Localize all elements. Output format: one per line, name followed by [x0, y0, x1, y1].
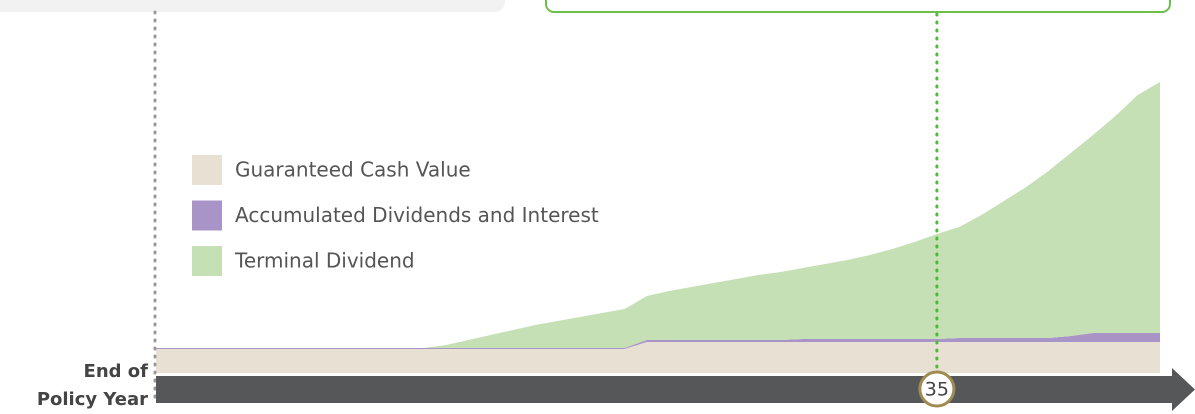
area: [156, 82, 1160, 348]
areas: [156, 82, 1160, 373]
axis-arrow: [1172, 368, 1195, 411]
axis-bar: [156, 376, 1175, 403]
legend-swatch: [192, 200, 222, 231]
legend-swatch: [192, 246, 222, 276]
x-axis-label: End of Policy Year: [37, 361, 148, 410]
legend-swatch: [192, 155, 222, 185]
legend: Guaranteed Cash Value Accumulated Dividen…: [192, 155, 599, 276]
legend-label: Guaranteed Cash Value: [235, 158, 471, 182]
area: [156, 342, 1160, 373]
area: [156, 333, 1160, 349]
top-highlight-panel: [545, 0, 1171, 13]
legend-label: Terminal Dividend: [234, 249, 415, 273]
year-marker: [918, 370, 956, 408]
year-marker-label: 35: [925, 379, 949, 401]
legend-label: Accumulated Dividends and Interest: [235, 203, 599, 227]
top-panel: [0, 0, 505, 12]
